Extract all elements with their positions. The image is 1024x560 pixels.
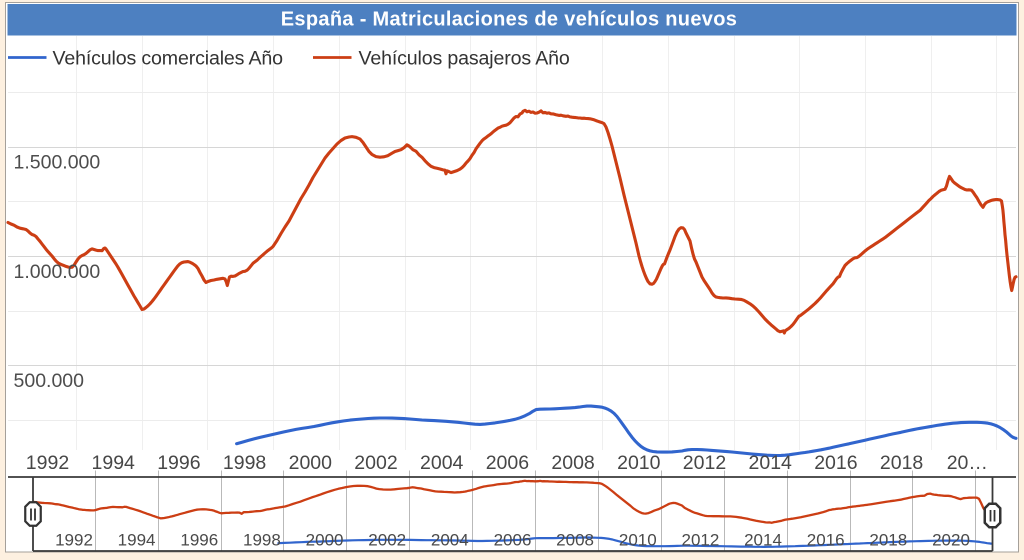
svg-text:2010: 2010 [619, 531, 657, 550]
svg-text:1996: 1996 [157, 452, 200, 474]
svg-text:2000: 2000 [289, 452, 333, 474]
svg-text:1.500.000: 1.500.000 [14, 152, 101, 174]
svg-text:España - Matriculaciones de ve: España - Matriculaciones de vehículos nu… [281, 9, 737, 31]
svg-text:1998: 1998 [243, 531, 281, 550]
svg-text:1996: 1996 [180, 531, 218, 550]
svg-text:1998: 1998 [223, 452, 266, 474]
svg-text:2006: 2006 [494, 531, 532, 550]
svg-text:2020: 2020 [932, 531, 970, 550]
svg-text:2014: 2014 [744, 531, 782, 550]
svg-text:2006: 2006 [486, 452, 529, 474]
svg-text:20…: 20… [947, 452, 988, 474]
svg-text:2010: 2010 [617, 452, 661, 474]
svg-text:2004: 2004 [431, 531, 469, 550]
svg-text:2018: 2018 [869, 531, 907, 550]
svg-text:1994: 1994 [92, 452, 136, 474]
svg-text:2008: 2008 [556, 531, 594, 550]
svg-text:1992: 1992 [55, 531, 93, 550]
svg-text:2012: 2012 [681, 531, 719, 550]
svg-text:2004: 2004 [420, 452, 464, 474]
svg-text:1.000.000: 1.000.000 [14, 261, 101, 283]
svg-text:2000: 2000 [306, 531, 344, 550]
svg-text:2002: 2002 [368, 531, 406, 550]
svg-text:2016: 2016 [807, 531, 845, 550]
svg-text:500.000: 500.000 [14, 370, 85, 392]
svg-text:Vehículos pasajeros Año: Vehículos pasajeros Año [359, 48, 570, 70]
svg-text:2008: 2008 [551, 452, 594, 474]
svg-text:1992: 1992 [26, 452, 69, 474]
svg-text:1994: 1994 [118, 531, 156, 550]
svg-text:Vehículos comerciales Año: Vehículos comerciales Año [53, 48, 284, 70]
svg-text:2016: 2016 [814, 452, 857, 474]
svg-text:2014: 2014 [749, 452, 793, 474]
svg-text:2012: 2012 [683, 452, 726, 474]
svg-text:2002: 2002 [354, 452, 397, 474]
svg-text:2018: 2018 [880, 452, 923, 474]
